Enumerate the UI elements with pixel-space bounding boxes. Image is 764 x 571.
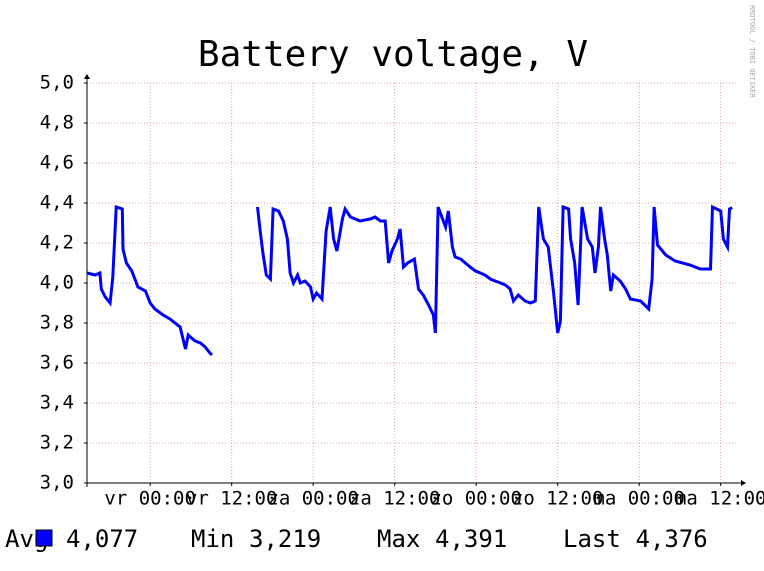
axis-arrow bbox=[741, 480, 746, 486]
y-tick-label: 3,6 bbox=[40, 352, 74, 374]
x-tick-label: za 12:00 bbox=[349, 488, 441, 510]
x-tick-label: vr 12:00 bbox=[186, 488, 278, 510]
y-tick-label: 4,6 bbox=[40, 152, 74, 174]
x-tick-label: zo 00:00 bbox=[430, 488, 522, 510]
legend-swatch bbox=[35, 529, 53, 547]
x-tick-label: za 00:00 bbox=[267, 488, 359, 510]
stat-label: Min bbox=[191, 525, 234, 553]
y-tick-label: 4,8 bbox=[40, 112, 74, 134]
y-tick-label: 3,2 bbox=[40, 432, 74, 454]
stat-label: Last bbox=[563, 525, 621, 553]
y-tick-label: 4,4 bbox=[40, 192, 74, 214]
x-tick-label: vr 00:00 bbox=[104, 488, 196, 510]
credit: RRDTOOL / TOBI OETIKER bbox=[748, 5, 756, 99]
y-tick-label: 5,0 bbox=[40, 72, 74, 94]
y-tick-label: 4,0 bbox=[40, 272, 74, 294]
stat-value: 3,219 bbox=[249, 525, 321, 553]
stat-label: Max bbox=[377, 525, 420, 553]
y-tick-label: 3,4 bbox=[40, 392, 74, 414]
y-tick-label: 3,0 bbox=[40, 472, 74, 494]
series-line bbox=[86, 204, 733, 357]
stat-value: 4,391 bbox=[435, 525, 507, 553]
stat-value: 4,376 bbox=[636, 525, 708, 553]
axis-arrow bbox=[84, 74, 90, 79]
x-tick-label: zo 12:00 bbox=[512, 488, 604, 510]
chart-title: Battery voltage, V bbox=[198, 34, 588, 75]
x-tick-label: ma 12:00 bbox=[675, 488, 764, 510]
legend-value: 4,077 bbox=[66, 525, 138, 553]
x-tick-label: ma 00:00 bbox=[593, 488, 685, 510]
y-tick-label: 4,2 bbox=[40, 232, 74, 254]
y-tick-label: 3,8 bbox=[40, 312, 74, 334]
